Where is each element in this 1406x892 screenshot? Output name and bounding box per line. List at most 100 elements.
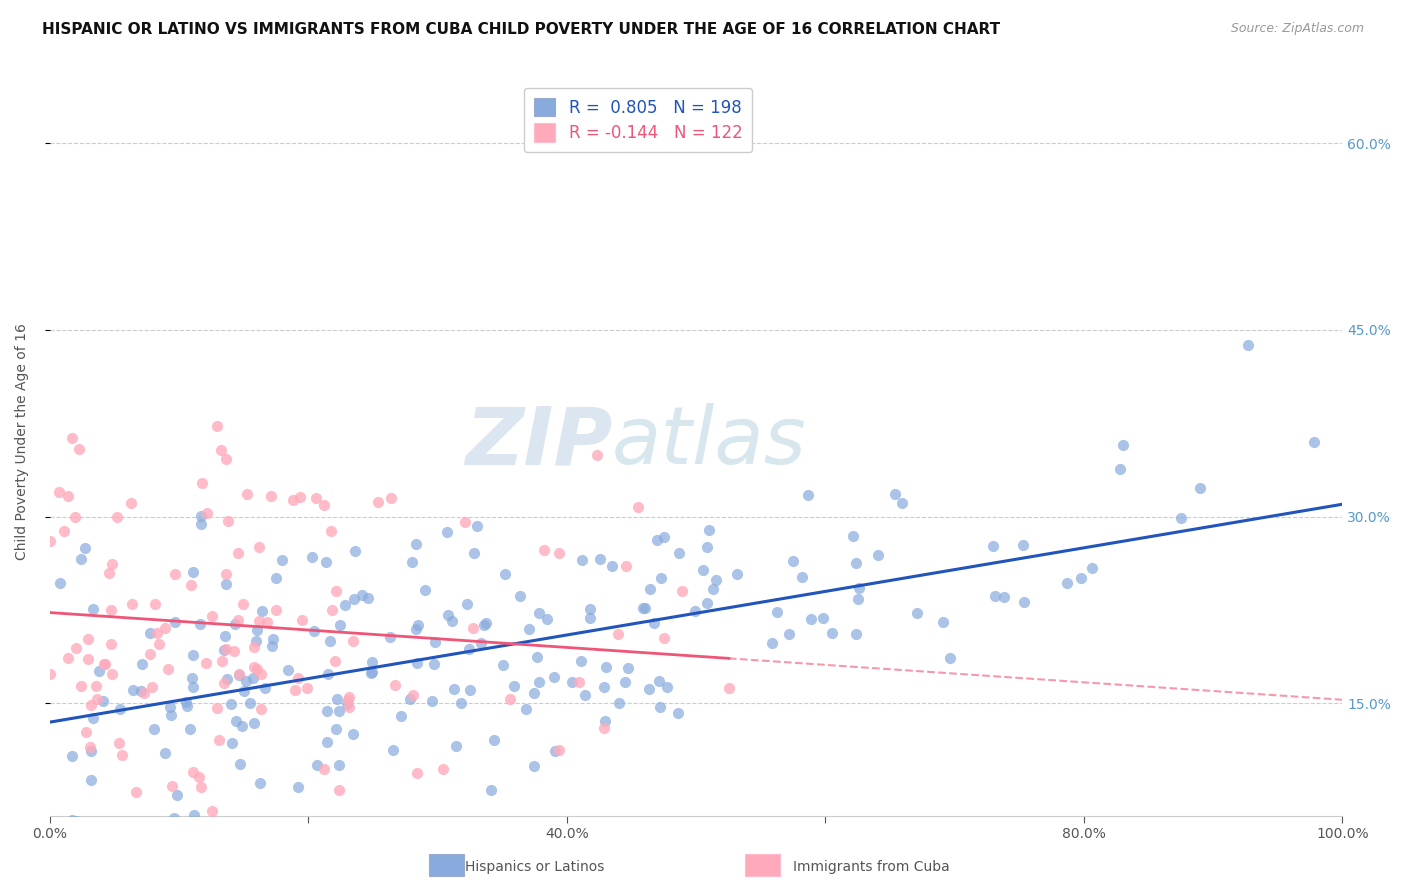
Point [84, 817, 107, 831]
Point [143, 597, 166, 611]
Point [845, 557, 868, 571]
Point [207, 701, 229, 715]
Point [166, 789, 188, 803]
Point [80, 744, 103, 758]
Point [643, 615, 665, 630]
Point [607, 696, 630, 710]
Point [190, 509, 212, 524]
Point [797, 488, 820, 502]
Point [328, 705, 350, 719]
Point [75, 541, 97, 555]
Point [652, 632, 675, 646]
Point [638, 682, 661, 697]
Point [209, 443, 232, 458]
Point [432, 762, 454, 776]
Point [352, 589, 374, 603]
Point [561, 675, 583, 690]
Point [101, 557, 124, 571]
Point [80, 773, 103, 788]
Point [627, 500, 650, 514]
Point [284, 683, 307, 698]
Point [181, 765, 204, 780]
Point [207, 732, 229, 747]
Point [339, 690, 361, 705]
Point [120, 496, 142, 510]
Point [325, 722, 347, 736]
Point [256, 615, 278, 630]
Point [190, 516, 212, 531]
Point [93, 657, 115, 671]
Point [503, 679, 526, 693]
Point [574, 688, 596, 702]
Point [291, 613, 314, 627]
Point [194, 657, 217, 671]
Point [380, 630, 402, 644]
Point [100, 637, 122, 651]
Point [631, 600, 654, 615]
Point [235, 673, 257, 688]
Point [595, 660, 617, 674]
Point [579, 601, 602, 615]
Point [87, 665, 110, 679]
Point [174, 694, 197, 708]
Point [993, 590, 1015, 604]
Point [82, 601, 104, 615]
Point [326, 691, 349, 706]
Point [402, 688, 425, 702]
Point [247, 541, 270, 555]
Point [357, 591, 380, 605]
Point [360, 665, 382, 680]
Point [456, 597, 478, 611]
Point [236, 487, 259, 501]
Point [232, 597, 254, 611]
Point [250, 604, 273, 618]
Point [650, 571, 672, 585]
Point [91, 693, 114, 707]
Point [491, 658, 513, 673]
Point [260, 640, 283, 654]
Point [250, 701, 273, 715]
Text: Source: ZipAtlas.com: Source: ZipAtlas.com [1230, 22, 1364, 36]
Point [288, 490, 311, 504]
Point [905, 606, 928, 620]
Point [305, 757, 328, 772]
Point [702, 582, 724, 597]
Point [482, 732, 505, 747]
Point [287, 780, 309, 794]
Point [163, 615, 186, 630]
Point [179, 722, 201, 736]
Point [1109, 462, 1132, 476]
Point [108, 701, 131, 715]
Point [80, 821, 103, 835]
Point [336, 693, 359, 707]
Point [544, 744, 567, 758]
Text: HISPANIC OR LATINO VS IMMIGRANTS FROM CUBA CHILD POVERTY UNDER THE AGE OF 16 COR: HISPANIC OR LATINO VS IMMIGRANTS FROM CU… [42, 22, 1000, 37]
Point [60, 814, 83, 828]
Point [217, 672, 239, 686]
Point [848, 582, 870, 596]
Point [423, 635, 446, 649]
Point [515, 701, 537, 715]
Point [266, 571, 288, 585]
Point [76, 724, 98, 739]
Point [384, 678, 406, 692]
Point [422, 657, 444, 671]
Point [80, 698, 103, 712]
Point [717, 681, 740, 696]
Point [696, 597, 718, 611]
Point [444, 739, 467, 753]
Point [401, 555, 423, 569]
Point [454, 515, 477, 529]
Point [361, 655, 384, 669]
Point [509, 589, 531, 603]
Point [696, 540, 718, 554]
Point [321, 603, 343, 617]
Point [188, 821, 211, 835]
Point [1189, 481, 1212, 495]
Point [593, 721, 616, 735]
Point [65, 814, 87, 829]
Point [474, 615, 496, 630]
Point [312, 498, 335, 512]
Point [70, 552, 93, 566]
Point [197, 506, 219, 520]
